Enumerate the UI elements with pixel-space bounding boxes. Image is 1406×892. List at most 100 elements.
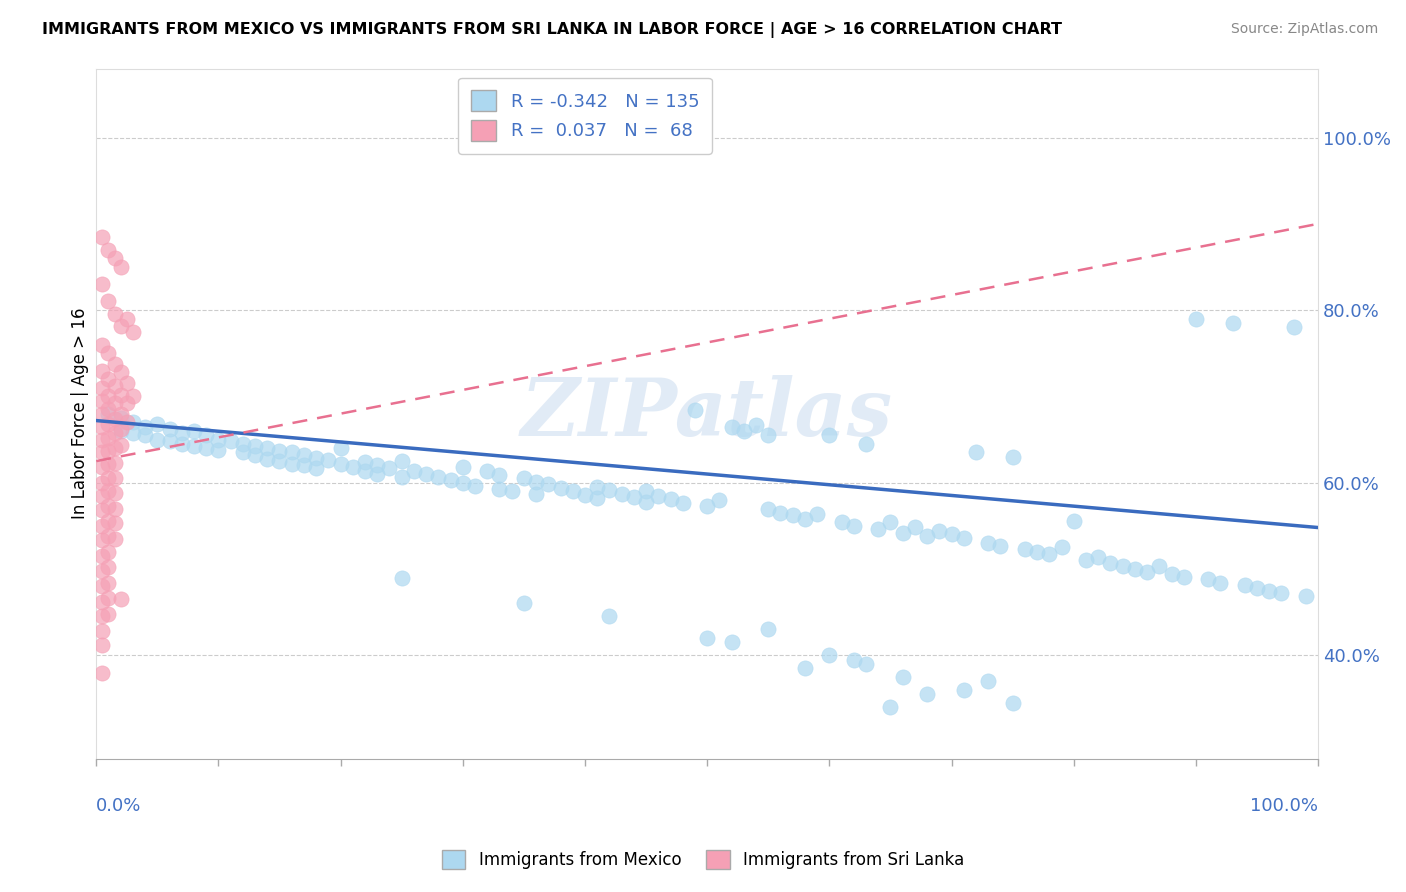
Point [305, 450, 328, 465]
Point [103, 425, 125, 440]
Point [97, 243, 120, 257]
Text: IMMIGRANTS FROM MEXICO VS IMMIGRANTS FROM SRI LANKA IN LABOR FORCE | AGE > 16 CO: IMMIGRANTS FROM MEXICO VS IMMIGRANTS FRO… [42, 22, 1062, 38]
Point [842, 652, 865, 666]
Point [318, 453, 340, 467]
Point [1123, 562, 1146, 576]
Point [1063, 514, 1085, 528]
Point [103, 486, 125, 500]
Point [110, 411, 132, 425]
Point [378, 461, 401, 475]
Point [1026, 545, 1049, 559]
Point [683, 403, 706, 417]
Point [855, 437, 877, 451]
Point [103, 357, 125, 371]
Point [97, 529, 120, 543]
Point [636, 494, 658, 508]
Point [110, 592, 132, 607]
Point [97, 484, 120, 499]
Point [97, 514, 120, 528]
Point [354, 455, 377, 469]
Legend: Immigrants from Mexico, Immigrants from Sri Lanka: Immigrants from Mexico, Immigrants from … [432, 840, 974, 880]
Point [402, 464, 425, 478]
Point [586, 491, 609, 506]
Point [115, 376, 138, 391]
Point [391, 571, 413, 585]
Point [1001, 696, 1024, 710]
Point [103, 501, 125, 516]
Point [598, 609, 620, 624]
Point [146, 433, 169, 447]
Point [965, 445, 987, 459]
Text: 100.0%: 100.0% [1250, 797, 1319, 814]
Point [451, 460, 474, 475]
Point [110, 260, 132, 274]
Point [170, 425, 193, 440]
Point [195, 428, 218, 442]
Point [915, 687, 938, 701]
Point [103, 307, 125, 321]
Point [1136, 565, 1159, 579]
Point [91, 638, 114, 652]
Point [329, 457, 352, 471]
Point [97, 407, 120, 421]
Point [477, 465, 499, 479]
Point [97, 294, 120, 309]
Point [793, 512, 815, 526]
Point [928, 524, 950, 538]
Point [1282, 320, 1305, 334]
Point [488, 467, 510, 482]
Point [256, 441, 278, 455]
Point [91, 475, 114, 490]
Point [280, 445, 302, 459]
Point [524, 487, 547, 501]
Point [183, 439, 205, 453]
Point [91, 363, 114, 377]
Point [91, 393, 114, 408]
Point [103, 470, 125, 484]
Point [146, 417, 169, 431]
Point [696, 631, 718, 645]
Point [159, 434, 181, 449]
Point [97, 346, 120, 360]
Point [904, 519, 927, 533]
Point [134, 428, 156, 442]
Point [269, 454, 291, 468]
Point [342, 460, 364, 475]
Point [121, 415, 143, 429]
Y-axis label: In Labor Force | Age > 16: In Labor Force | Age > 16 [72, 308, 89, 519]
Point [243, 448, 266, 462]
Point [868, 522, 890, 536]
Point [110, 438, 132, 452]
Point [793, 661, 815, 675]
Point [91, 277, 114, 292]
Point [97, 457, 120, 471]
Point [879, 515, 901, 529]
Point [672, 495, 695, 509]
Point [1111, 559, 1133, 574]
Point [115, 415, 138, 429]
Point [1099, 556, 1122, 570]
Point [1038, 547, 1060, 561]
Point [103, 532, 125, 546]
Point [513, 470, 536, 484]
Point [103, 456, 125, 470]
Point [769, 506, 792, 520]
Point [91, 609, 114, 624]
Point [488, 482, 510, 496]
Point [524, 475, 547, 489]
Point [110, 407, 132, 421]
Point [183, 424, 205, 438]
Point [1233, 578, 1256, 592]
Point [97, 443, 120, 458]
Point [550, 481, 572, 495]
Point [110, 424, 132, 438]
Point [636, 484, 658, 499]
Point [305, 461, 328, 475]
Point [91, 579, 114, 593]
Point [232, 437, 254, 451]
Point [831, 516, 853, 530]
Point [756, 502, 779, 516]
Point [659, 491, 682, 506]
Point [159, 422, 181, 436]
Point [97, 417, 120, 431]
